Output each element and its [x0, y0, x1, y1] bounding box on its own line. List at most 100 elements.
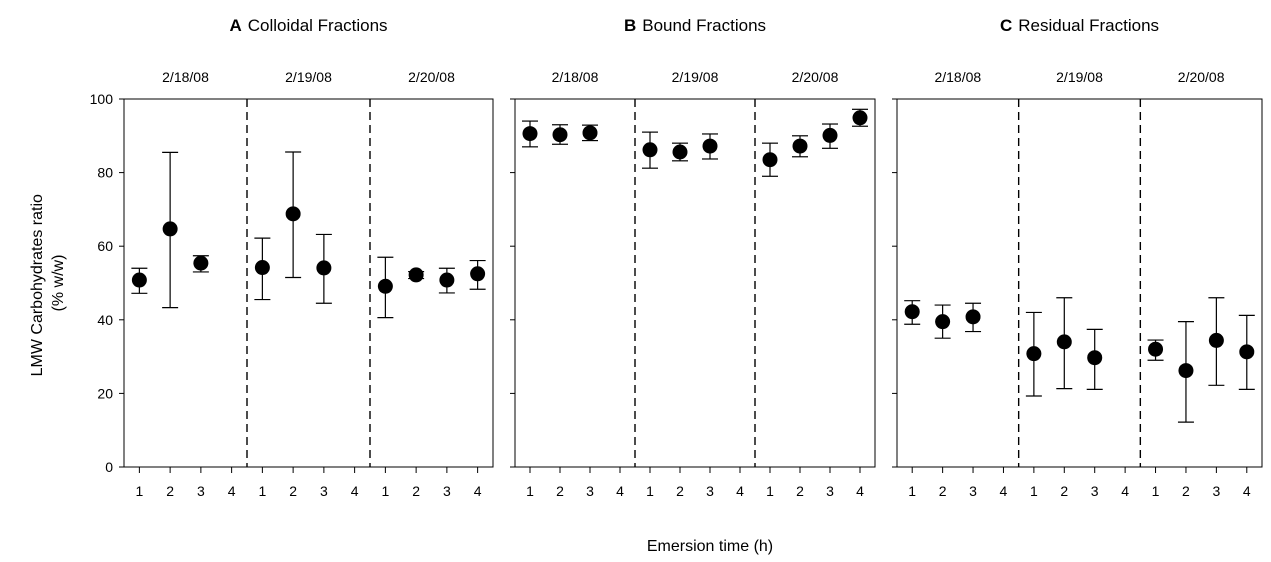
data-marker [439, 272, 455, 288]
data-point [315, 233, 332, 304]
x-tick-label: 2 [1182, 483, 1190, 499]
data-marker [470, 266, 486, 282]
panel-title-text: Colloidal Fractions [248, 16, 388, 35]
panel-title: B Bound Fractions [624, 16, 766, 35]
data-marker [904, 304, 920, 320]
date-label: 2/19/08 [285, 69, 332, 85]
panel-letter: A [229, 16, 241, 35]
data-point [934, 304, 951, 339]
y-tick-label: 40 [97, 312, 113, 328]
panel-frame [514, 98, 876, 468]
x-tick-label: 4 [474, 483, 482, 499]
x-tick-label: 2 [412, 483, 420, 499]
data-point [822, 123, 838, 149]
data-marker [316, 260, 332, 276]
x-tick-label: 1 [766, 483, 774, 499]
panel-letter: C [1000, 16, 1012, 35]
panel-title-text: Bound Fractions [642, 16, 766, 35]
data-point [1025, 311, 1042, 397]
data-marker [762, 152, 778, 168]
y-axis-title: LMW Carbohydrates ratio (% w/w) [29, 190, 67, 377]
x-tick-label: 4 [736, 483, 744, 499]
data-marker [642, 142, 658, 158]
x-tick-label: 2 [289, 483, 297, 499]
x-tick-label: 3 [1091, 483, 1099, 499]
x-tick-label: 1 [646, 483, 654, 499]
x-tick-label: 3 [1212, 483, 1220, 499]
data-marker [285, 206, 301, 222]
data-marker [377, 278, 393, 294]
x-tick-label: 4 [856, 483, 864, 499]
data-marker [1087, 350, 1103, 366]
data-marker [935, 314, 951, 330]
x-tick-label: 3 [197, 483, 205, 499]
date-label: 2/20/08 [408, 69, 455, 85]
data-point [1238, 314, 1255, 390]
data-point [762, 142, 778, 177]
x-tick-label: 1 [1030, 483, 1038, 499]
data-marker [408, 267, 424, 283]
y-tick-label: 0 [105, 459, 113, 475]
data-point [438, 267, 455, 294]
x-tick-label: 4 [228, 483, 236, 499]
data-point [408, 267, 425, 283]
data-marker [193, 255, 209, 271]
data-marker [582, 125, 598, 141]
panel-b: B Bound Fractions 2/18/08 1 2 3 4 2/19/08 1 2 3 4 2/… [510, 16, 876, 499]
x-tick-label: 1 [526, 483, 534, 499]
data-marker [1208, 332, 1224, 348]
x-tick-label: 3 [443, 483, 451, 499]
date-label: 2/18/08 [552, 69, 599, 85]
data-point [162, 151, 179, 309]
x-tick-label: 1 [1152, 483, 1160, 499]
x-axis-title: Emersion time (h) [647, 538, 773, 555]
data-marker [852, 110, 868, 126]
data-point [469, 259, 486, 290]
x-tick-label: 2 [796, 483, 804, 499]
x-tick-label: 1 [135, 483, 143, 499]
date-label: 2/18/08 [934, 69, 981, 85]
data-point [852, 108, 868, 127]
x-tick-label: 1 [258, 483, 266, 499]
x-tick-label: 3 [320, 483, 328, 499]
data-point [552, 124, 568, 145]
x-tick-label: 2 [676, 483, 684, 499]
x-tick-label: 4 [1121, 483, 1129, 499]
chart-panels: A Colloidal Fractions 0 20 40 60 80 100 2/18/08 1… [90, 16, 1263, 499]
x-tick-label: 3 [969, 483, 977, 499]
x-tick-label: 4 [616, 483, 624, 499]
data-marker [1178, 363, 1194, 379]
y-tick-label: 20 [97, 385, 113, 401]
x-tick-label: 1 [908, 483, 916, 499]
data-marker [1026, 346, 1042, 362]
x-tick-label: 3 [586, 483, 594, 499]
panel-c: C Residual Fractions 2/18/08 1 2 3 4 2/19/08 1 2 3… [892, 16, 1263, 499]
x-tick-label: 2 [166, 483, 174, 499]
y-axis-title-line-1: LMW Carbohydrates ratio [29, 194, 46, 376]
data-marker [702, 138, 718, 154]
data-point [192, 255, 209, 273]
data-point [131, 267, 148, 294]
date-label: 2/20/08 [792, 69, 839, 85]
date-label: 2/19/08 [1056, 69, 1103, 85]
x-tick-label: 4 [351, 483, 359, 499]
data-point [522, 120, 538, 148]
data-marker [1056, 334, 1072, 350]
date-label: 2/19/08 [672, 69, 719, 85]
data-point [642, 131, 658, 169]
data-marker [1239, 344, 1255, 360]
data-point [702, 133, 718, 160]
x-tick-label: 3 [826, 483, 834, 499]
data-point [254, 237, 271, 301]
data-marker [792, 138, 808, 154]
data-marker [822, 127, 838, 143]
data-marker [552, 127, 568, 143]
data-point [285, 151, 302, 279]
data-point [1147, 339, 1164, 361]
x-tick-label: 3 [706, 483, 714, 499]
data-point [1056, 297, 1073, 390]
y-tick-label: 60 [97, 238, 113, 254]
data-marker [254, 260, 270, 276]
panel-title-text: Residual Fractions [1018, 16, 1159, 35]
